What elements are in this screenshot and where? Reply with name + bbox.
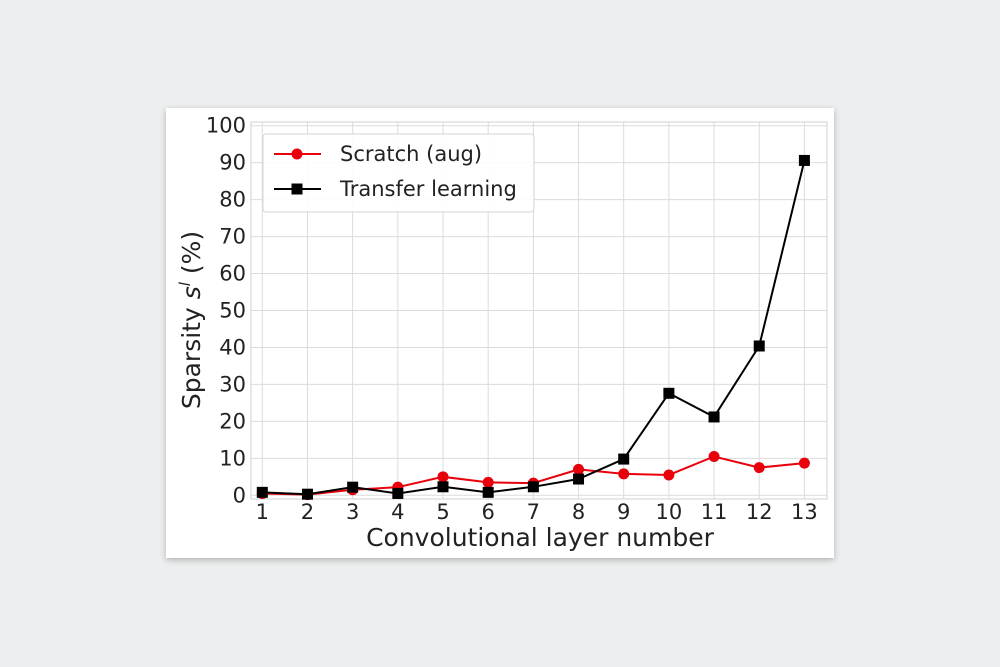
x-tick-label: 2 — [301, 500, 314, 524]
y-tick-label: 20 — [219, 409, 246, 433]
data-point-transfer — [753, 340, 765, 352]
legend-marker-transfer — [291, 183, 303, 195]
data-point-scratch — [437, 471, 449, 483]
y-tick-label: 90 — [219, 151, 246, 175]
x-tick-label: 7 — [527, 500, 540, 524]
data-point-scratch — [798, 457, 810, 469]
y-tick-label: 60 — [219, 262, 246, 286]
y-tick-label: 10 — [219, 446, 246, 470]
data-point-transfer — [256, 486, 268, 498]
data-point-scratch — [573, 463, 585, 475]
data-point-scratch — [482, 476, 494, 488]
x-tick-label: 1 — [256, 500, 269, 524]
x-tick-label: 9 — [617, 500, 630, 524]
x-tick-label: 5 — [436, 500, 449, 524]
data-point-transfer — [573, 473, 585, 485]
y-tick-label: 70 — [219, 225, 246, 249]
data-point-transfer — [392, 487, 404, 499]
series-group — [256, 154, 810, 501]
data-point-transfer — [663, 387, 675, 399]
data-point-transfer — [618, 453, 630, 465]
y-tick-label: 80 — [219, 188, 246, 212]
y-axis-label: Sparsity sl (%) — [176, 231, 206, 409]
y-tick-labels: 0 10 20 30 40 50 60 70 80 90 100 — [206, 114, 246, 508]
legend-label-transfer: Transfer learning — [339, 177, 517, 201]
x-axis-label: Convolutional layer number — [366, 523, 715, 552]
chart-card: 0 10 20 30 40 50 60 70 80 90 100 1 2 3 4 5 6 7 8 9 10 11 12 13… — [166, 108, 834, 558]
data-point-transfer — [708, 411, 720, 423]
data-point-transfer — [301, 488, 313, 500]
y-tick-label: 0 — [233, 483, 246, 507]
data-point-scratch — [618, 468, 630, 480]
y-tick-label: 100 — [206, 114, 246, 138]
legend-box — [262, 133, 535, 213]
x-tick-label: 11 — [701, 500, 728, 524]
y-tick-label: 30 — [219, 372, 246, 396]
x-tick-label: 4 — [391, 500, 404, 524]
data-point-transfer — [482, 486, 494, 498]
x-tick-label: 13 — [791, 500, 818, 524]
data-point-transfer — [527, 481, 539, 493]
x-tick-label: 8 — [572, 500, 585, 524]
legend-marker-scratch — [291, 148, 303, 160]
data-point-scratch — [663, 469, 675, 481]
legend-label-scratch: Scratch (aug) — [340, 142, 482, 166]
data-point-scratch — [753, 462, 765, 474]
x-tick-label: 12 — [746, 500, 773, 524]
x-tick-label: 6 — [481, 500, 494, 524]
y-tick-label: 50 — [219, 299, 246, 323]
grid — [251, 122, 827, 499]
plot-frame — [250, 121, 828, 500]
x-tick-label: 10 — [656, 500, 683, 524]
legend: Scratch (aug) Transfer learning — [262, 133, 535, 213]
x-tick-label: 3 — [346, 500, 359, 524]
data-point-transfer — [437, 481, 449, 493]
data-point-scratch — [708, 450, 720, 462]
x-tick-labels: 1 2 3 4 5 6 7 8 9 10 11 12 13 — [256, 500, 818, 524]
data-point-transfer — [347, 481, 359, 493]
data-point-transfer — [798, 154, 810, 166]
y-tick-label: 40 — [219, 335, 246, 359]
